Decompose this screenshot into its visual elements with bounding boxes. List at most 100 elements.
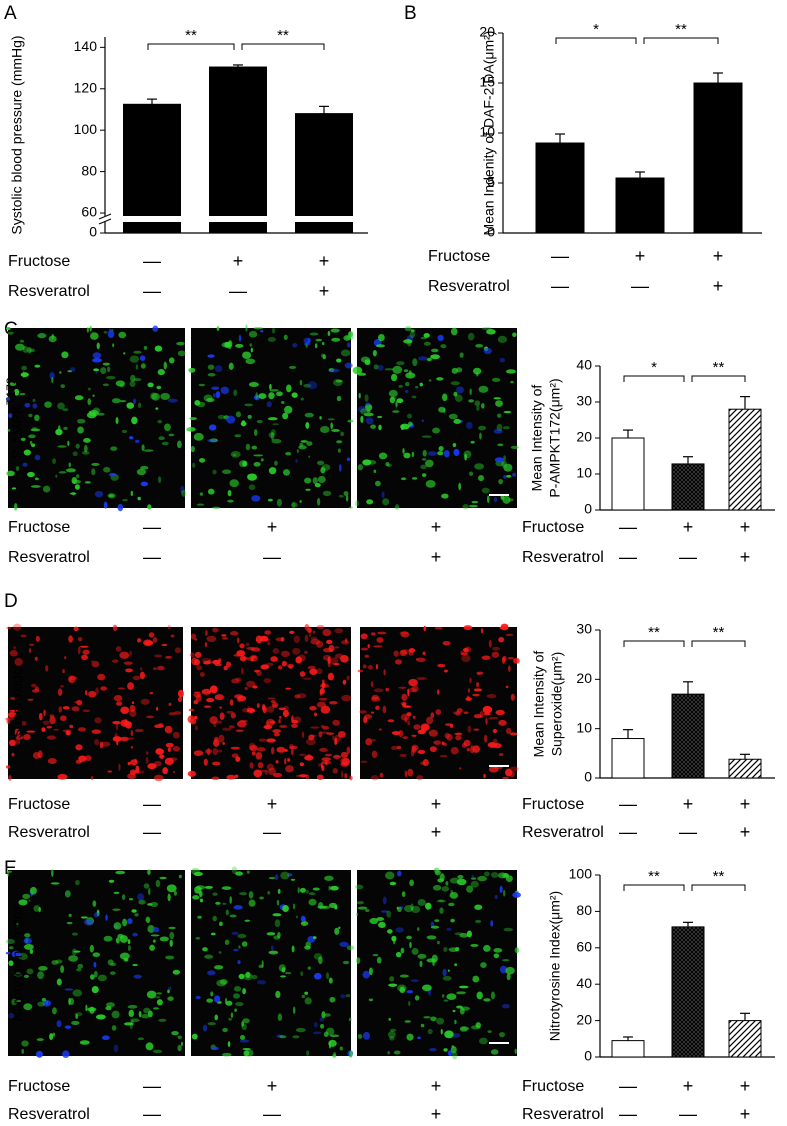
micrograph-speckle — [62, 1050, 70, 1058]
micrograph-speckle — [486, 495, 490, 504]
micrograph-speckle — [84, 755, 92, 762]
micrograph-speckle — [205, 629, 208, 637]
micrograph-speckle — [229, 914, 237, 918]
micrograph-speckle — [328, 1039, 337, 1047]
micrograph-speckle — [228, 1017, 232, 1021]
micrograph-speckle — [148, 887, 151, 896]
micrograph-speckle — [398, 384, 403, 388]
micrograph-speckle — [92, 358, 102, 363]
micrograph-speckle — [472, 975, 480, 983]
micrograph-speckle — [249, 744, 258, 751]
y-tick-label: 5 — [487, 174, 495, 190]
micrograph-speckle — [276, 899, 280, 906]
micrograph-speckle — [256, 980, 267, 985]
micrograph-speckle — [28, 413, 33, 418]
micrograph-speckle — [107, 366, 111, 373]
micrograph-speckle — [202, 1024, 208, 1032]
condition-mark: — — [143, 794, 161, 814]
bar — [611, 738, 645, 779]
micrograph-speckle — [77, 727, 87, 732]
micrograph-speckle — [78, 755, 87, 762]
micrograph-speckle — [395, 927, 404, 933]
micrograph-speckle — [166, 884, 177, 893]
micrograph-speckle — [238, 973, 245, 980]
micrograph-speckle — [377, 415, 383, 419]
micrograph-speckle — [118, 763, 121, 771]
micrograph-speckle — [34, 656, 38, 661]
condition-mark: — — [263, 822, 281, 842]
micrograph-speckle — [423, 625, 426, 632]
y-tick-label: 0 — [89, 224, 97, 240]
image-row-label-text: Nitrotyrosine Index — [9, 905, 25, 1022]
micrograph-speckle — [86, 326, 89, 333]
micrograph-speckle — [461, 654, 471, 663]
bar — [671, 926, 705, 1058]
micrograph-speckle — [23, 943, 34, 950]
micrograph-speckle — [215, 901, 221, 905]
micrograph-speckle — [143, 883, 150, 889]
micrograph — [5, 869, 185, 1058]
micrograph-speckle — [467, 332, 475, 341]
micrograph-speckle — [201, 688, 212, 695]
micrograph-speckle — [71, 1020, 80, 1026]
micrograph-speckle — [97, 412, 105, 416]
micrograph-speckle — [93, 912, 99, 918]
micrograph-speckle — [266, 706, 275, 713]
micrograph-speckle — [443, 1048, 448, 1052]
condition-label: Fructose — [522, 796, 584, 813]
micrograph-speckle — [233, 905, 243, 910]
micrograph-speckle — [400, 423, 410, 430]
micrograph-speckle — [411, 947, 419, 955]
micrograph-speckle — [299, 379, 303, 386]
micrograph-speckle — [232, 453, 237, 457]
micrograph-speckle — [108, 328, 112, 332]
micrograph-speckle — [301, 994, 306, 999]
micrograph-speckle — [399, 631, 409, 635]
micrograph-speckle — [297, 654, 306, 662]
micrograph-speckle — [176, 440, 182, 449]
micrograph-speckle — [280, 636, 285, 642]
micrograph-speckle — [500, 623, 509, 631]
micrograph-speckle — [92, 352, 102, 359]
micrograph-speckle — [470, 943, 479, 947]
micrograph-speckle — [147, 903, 153, 906]
micrograph-speckle — [406, 413, 413, 419]
micrograph-speckle — [328, 644, 335, 653]
micrograph-speckle — [478, 385, 489, 393]
micrograph-speckle — [5, 765, 11, 769]
micrograph-speckle — [133, 398, 136, 405]
micrograph-speckle — [152, 1049, 163, 1054]
micrograph-speckle — [212, 915, 217, 922]
micrograph-speckle — [154, 345, 163, 352]
micrograph-speckle — [69, 997, 75, 1006]
micrograph-speckle — [266, 932, 276, 936]
micrograph-speckle — [204, 954, 214, 959]
micrograph-speckle — [278, 719, 281, 724]
micrograph-speckle — [284, 758, 287, 765]
micrograph-speckle — [89, 325, 92, 332]
micrograph-speckle — [206, 635, 217, 642]
micrograph-speckle — [457, 874, 464, 880]
micrograph-speckle — [459, 767, 462, 770]
micrograph-speckle — [317, 763, 323, 767]
micrograph-speckle — [214, 1014, 219, 1021]
y-tick-label: 20 — [576, 670, 592, 686]
micrograph-speckle — [253, 326, 264, 330]
micrograph-speckle — [340, 770, 344, 779]
y-tick-label: 20 — [576, 429, 592, 445]
micrograph-speckle — [292, 1006, 296, 1014]
micrograph-speckle — [338, 494, 344, 498]
micrograph-speckle — [404, 1020, 411, 1023]
micrograph-speckle — [6, 870, 13, 873]
micrograph-speckle — [90, 332, 99, 340]
micrograph-speckle — [319, 747, 328, 753]
micrograph-speckle — [432, 427, 440, 434]
micrograph-speckle — [14, 658, 23, 666]
micrograph-speckle — [391, 731, 401, 736]
micrograph-speckle — [8, 775, 12, 781]
micrograph — [186, 324, 354, 509]
micrograph-speckle — [420, 1023, 425, 1028]
micrograph-speckle — [506, 973, 511, 981]
micrograph-speckle — [85, 1004, 88, 1012]
micrograph-speckle — [221, 469, 232, 475]
